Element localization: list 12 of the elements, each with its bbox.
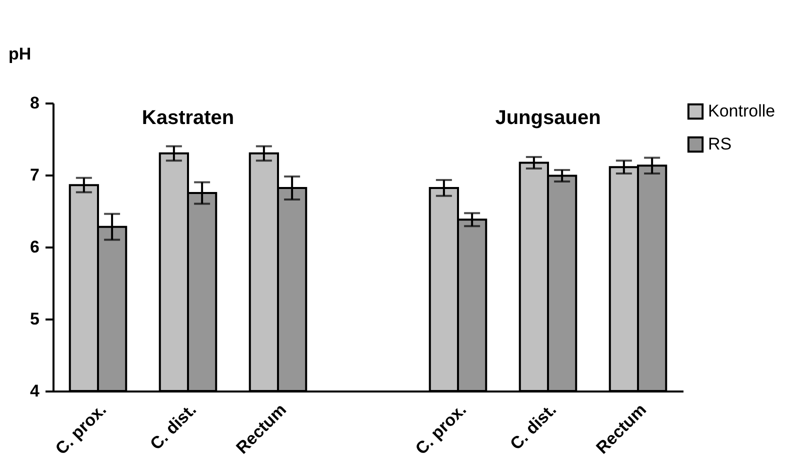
x-tick-label: C. dist. [506,400,560,454]
y-tick-label: 5 [30,310,40,328]
y-axis-title: pH [8,44,32,64]
annotation: Kastraten [142,107,234,129]
annotation: Jungsauen [495,107,601,129]
y-tick-label: 4 [30,382,40,400]
y-tick-label: 8 [30,94,40,112]
legend-label: Kontrolle [708,102,776,120]
y-tick-label: 7 [30,166,40,184]
y-tick-label: 6 [30,238,40,256]
legend-label: RS [708,134,732,154]
x-tick-label: C. dist. [146,400,200,454]
